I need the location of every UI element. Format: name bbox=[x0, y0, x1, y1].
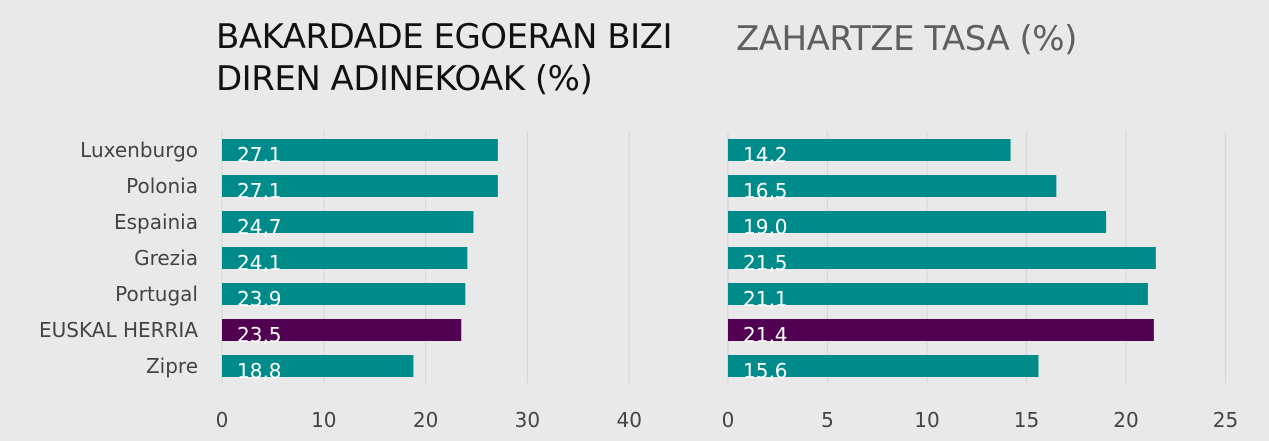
category-label-espainia: Espainia bbox=[114, 210, 198, 234]
left-value-label-euskal-herria: 23,5 bbox=[237, 323, 282, 347]
left-tick-label-0: 0 bbox=[216, 408, 229, 432]
left-value-label-espainia: 24,7 bbox=[237, 215, 282, 239]
left-bar-euskal-herria bbox=[222, 319, 462, 341]
left-value-label-zipre: 18,8 bbox=[237, 359, 282, 383]
right-bar-zipre bbox=[728, 355, 1039, 377]
left-bar-luxenburgo bbox=[222, 139, 498, 161]
right-tick-label-15: 15 bbox=[1014, 408, 1039, 432]
right-tick-label-10: 10 bbox=[914, 408, 939, 432]
right-tick-label-0: 0 bbox=[722, 408, 735, 432]
right-tick-label-20: 20 bbox=[1113, 408, 1138, 432]
right-bar-luxenburgo bbox=[728, 139, 1011, 161]
right-bar-espainia bbox=[728, 211, 1107, 233]
right-bar-euskal-herria bbox=[728, 319, 1154, 341]
left-title-line-1: BAKARDADE EGOERAN BIZI bbox=[216, 17, 672, 57]
right-tick-label-5: 5 bbox=[821, 408, 834, 432]
category-label-euskal-herria: EUSKAL HERRIA bbox=[39, 318, 198, 342]
left-value-label-portugal: 23,9 bbox=[237, 287, 282, 311]
right-chart-title: ZAHARTZE TASA (%) bbox=[736, 19, 1077, 59]
left-bar-portugal bbox=[222, 283, 466, 305]
left-bar-espainia bbox=[222, 211, 474, 233]
category-label-luxenburgo: Luxenburgo bbox=[80, 138, 198, 162]
category-label-portugal: Portugal bbox=[115, 282, 198, 306]
right-value-label-grezia: 21,5 bbox=[743, 251, 788, 275]
left-tick-label-30: 30 bbox=[515, 408, 540, 432]
left-title-line-2: DIREN ADINEKOAK (%) bbox=[216, 59, 593, 99]
left-tick-label-10: 10 bbox=[311, 408, 336, 432]
right-value-label-luxenburgo: 14,2 bbox=[743, 143, 788, 167]
left-bar-polonia bbox=[222, 175, 498, 197]
left-bar-grezia bbox=[222, 247, 468, 269]
right-bar-polonia bbox=[728, 175, 1057, 197]
left-tick-label-40: 40 bbox=[616, 408, 641, 432]
right-value-label-espainia: 19,0 bbox=[743, 215, 788, 239]
category-label-grezia: Grezia bbox=[134, 246, 198, 270]
right-tick-label-25: 25 bbox=[1213, 408, 1238, 432]
right-bar-grezia bbox=[728, 247, 1156, 269]
left-chart-title: BAKARDADE EGOERAN BIZI DIREN ADINEKOAK (… bbox=[216, 16, 716, 100]
left-tick-label-20: 20 bbox=[413, 408, 438, 432]
left-value-label-grezia: 24,1 bbox=[237, 251, 282, 275]
right-value-label-polonia: 16,5 bbox=[743, 179, 788, 203]
category-label-zipre: Zipre bbox=[146, 354, 198, 378]
right-bar-portugal bbox=[728, 283, 1148, 305]
right-value-label-portugal: 21,1 bbox=[743, 287, 788, 311]
left-value-label-polonia: 27,1 bbox=[237, 179, 282, 203]
left-bar-zipre bbox=[222, 355, 414, 377]
right-value-label-zipre: 15,6 bbox=[743, 359, 788, 383]
left-value-label-luxenburgo: 27,1 bbox=[237, 143, 282, 167]
right-value-label-euskal-herria: 21,4 bbox=[743, 323, 788, 347]
category-label-polonia: Polonia bbox=[126, 174, 198, 198]
